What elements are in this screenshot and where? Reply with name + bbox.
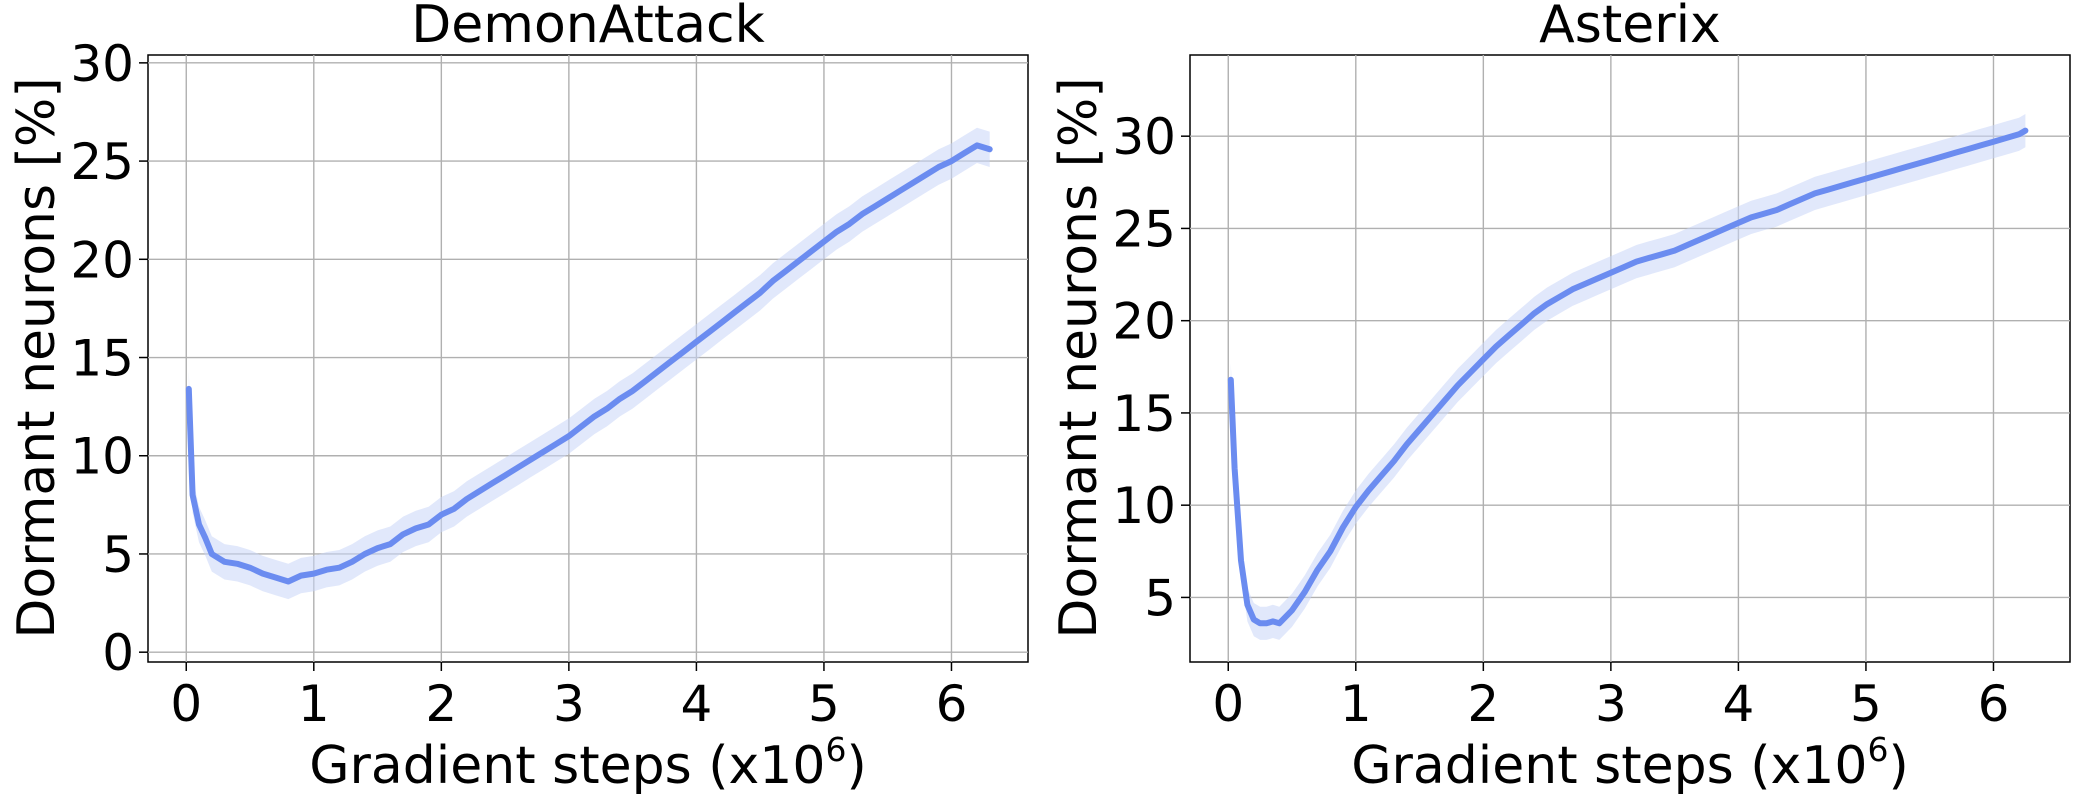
x-tick-label: 3 (1595, 675, 1627, 733)
chart-panel-demonattack: DemonAttack 0 1 2 3 4 5 6 0 5 10 15 20 25 30 Gradien… (7, 0, 1029, 796)
x-axis-label: Gradient steps (x106) (309, 730, 867, 796)
y-tick-label: 15 (70, 330, 134, 388)
x-tick-label: 2 (1467, 675, 1499, 733)
y-tick-label: 25 (70, 133, 134, 191)
x-tick-label: 6 (1978, 675, 2010, 733)
y-tick-label: 5 (102, 526, 134, 584)
y-tick-label: 20 (1112, 293, 1176, 351)
y-axis-label: Dormant neurons [%] (1049, 77, 1109, 638)
y-tick-label: 25 (1112, 200, 1176, 258)
y-tick-labels: 5 10 15 20 25 30 (1112, 108, 1176, 627)
x-tick-label: 1 (1340, 675, 1372, 733)
plot-frame (1189, 54, 2071, 663)
y-tick-label: 30 (70, 35, 134, 93)
chart-title: DemonAttack (411, 0, 764, 55)
x-tick-label: 3 (553, 675, 585, 733)
variance-band (188, 127, 990, 600)
chart-panel-asterix: Asterix 0 1 2 3 4 5 6 5 10 15 20 25 30 Gradient ste… (1049, 0, 2071, 796)
y-tick-labels: 0 5 10 15 20 25 30 (70, 35, 134, 682)
y-tick-label: 20 (70, 231, 134, 289)
x-tick-label: 4 (1722, 675, 1754, 733)
variance-band (1230, 114, 2026, 640)
y-tick-label: 30 (1112, 108, 1176, 166)
x-tick-label: 5 (808, 675, 840, 733)
y-tick-label: 15 (1112, 385, 1176, 443)
x-tick-label: 4 (680, 675, 712, 733)
y-tick-label: 10 (1112, 477, 1176, 535)
x-tick-labels: 0 1 2 3 4 5 6 (1212, 675, 2009, 733)
y-axis-label: Dormant neurons [%] (7, 77, 67, 638)
series-line (185, 142, 993, 585)
series-lines (185, 142, 993, 585)
x-axis-label: Gradient steps (x106) (1351, 730, 1909, 796)
x-tick-label: 1 (298, 675, 330, 733)
y-tick-label: 10 (70, 428, 134, 486)
series-band (188, 127, 990, 600)
series-line (1227, 127, 2029, 627)
grid-lines (1181, 55, 2070, 671)
series-lines (1227, 127, 2029, 627)
y-tick-label: 5 (1144, 569, 1176, 627)
chart-title: Asterix (1539, 0, 1721, 55)
x-tick-labels: 0 1 2 3 4 5 6 (170, 675, 967, 733)
x-tick-label: 6 (936, 675, 968, 733)
series-band (1230, 114, 2026, 640)
x-tick-label: 5 (1850, 675, 1882, 733)
x-tick-label: 2 (425, 675, 457, 733)
y-tick-label: 0 (102, 624, 134, 682)
x-tick-label: 0 (1212, 675, 1244, 733)
plot-frame (147, 54, 1029, 663)
x-tick-label: 0 (170, 675, 202, 733)
